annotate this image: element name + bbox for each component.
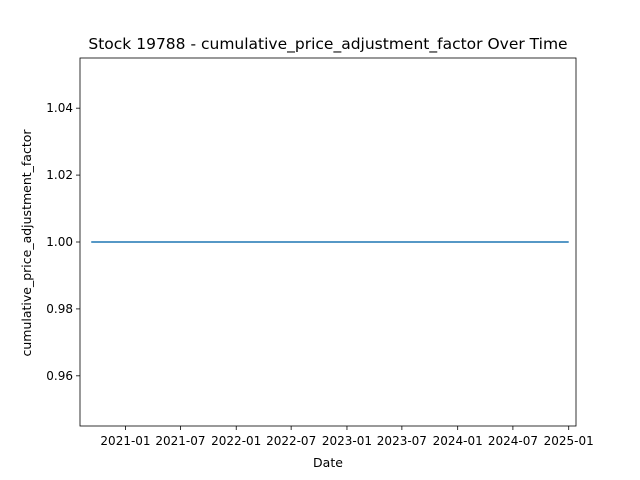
- x-axis-label: Date: [313, 455, 343, 470]
- y-tick-label: 0.98: [46, 302, 73, 316]
- y-axis: 0.96 0.98 1.00 1.02 1.04: [46, 101, 80, 383]
- x-axis: 2021-01 2021-07 2022-01 2022-07 2023-01 2023-…: [100, 426, 594, 448]
- x-tick-label: 2021-07: [155, 434, 205, 448]
- y-axis-label: cumulative_price_adjustment_factor: [19, 129, 34, 357]
- x-tick-label: 2024-07: [488, 434, 538, 448]
- x-tick-label: 2023-07: [377, 434, 427, 448]
- x-tick-label: 2024-01: [433, 434, 483, 448]
- plot-area: [79, 57, 577, 427]
- y-tick-label: 0.96: [46, 369, 73, 383]
- y-tick-label: 1.04: [46, 101, 73, 115]
- x-tick-label: 2021-01: [100, 434, 150, 448]
- chart-title: Stock 19788 - cumulative_price_adjustmen…: [88, 35, 567, 54]
- y-tick-label: 1.02: [46, 168, 73, 182]
- x-tick-label: 2025-01: [544, 434, 594, 448]
- x-tick-label: 2023-01: [322, 434, 372, 448]
- x-tick-label: 2022-01: [211, 434, 261, 448]
- y-tick-label: 1.00: [46, 235, 73, 249]
- x-tick-label: 2022-07: [266, 434, 316, 448]
